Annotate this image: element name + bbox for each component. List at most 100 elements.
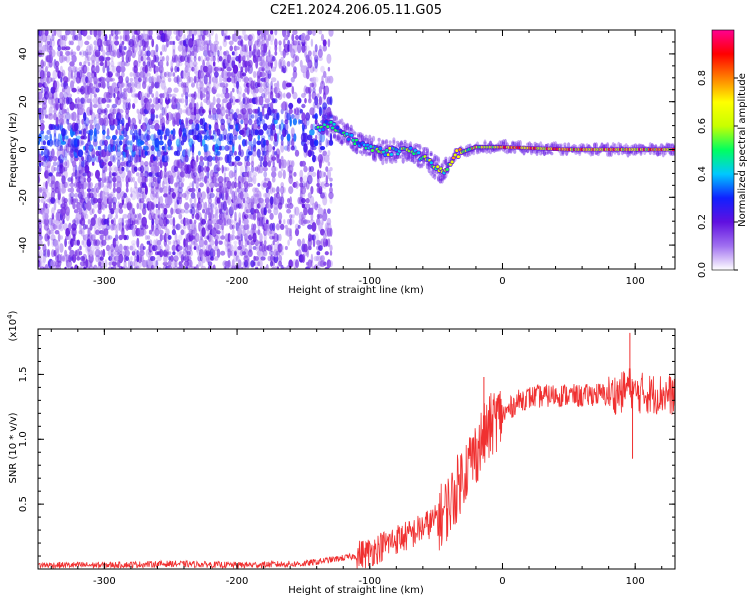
spectrogram-cell xyxy=(300,217,306,227)
spectrogram-cell xyxy=(109,155,116,163)
spectrogram-cell xyxy=(43,206,50,216)
spectrogram-cell xyxy=(130,86,133,94)
spectrogram-cell xyxy=(280,139,284,146)
spectrogram-cell xyxy=(74,66,78,72)
spectrogram-cell xyxy=(129,72,134,77)
spectrogram-cell xyxy=(368,152,372,156)
spectrogram-cell xyxy=(84,151,90,156)
spectrogram-cell xyxy=(79,130,82,135)
spectrogram-cell xyxy=(295,259,299,269)
spectrogram-cell xyxy=(174,232,178,243)
spectrogram-cell xyxy=(197,87,202,94)
spectrogram-cell xyxy=(299,169,304,180)
spectrogram-cell xyxy=(63,197,68,204)
spectrogram-cell xyxy=(116,191,121,200)
spectrogram-cell xyxy=(275,92,281,99)
spectrogram-cell xyxy=(61,102,66,110)
spectrogram-cell xyxy=(548,149,552,155)
spectrogram-cell xyxy=(355,146,359,150)
spectrogram-cell xyxy=(53,127,57,138)
spectrogram-cell xyxy=(84,66,90,73)
spectrogram-cell xyxy=(154,137,160,148)
spectrogram-cell xyxy=(243,49,249,58)
ridge-point xyxy=(350,133,354,137)
spectrogram-cell xyxy=(121,71,125,78)
spectrogram-cell xyxy=(67,51,73,56)
spectrogram-cell xyxy=(205,30,210,38)
spectrogram-cell xyxy=(109,191,115,200)
spectrogram-cell xyxy=(172,128,176,137)
spectrogram-cell xyxy=(40,150,44,156)
spectrogram-cell xyxy=(58,154,65,164)
spectrogram-cell xyxy=(221,101,224,111)
spectrogram-cell xyxy=(138,119,142,125)
spectrogram-cell xyxy=(210,213,215,220)
spectrogram-cell xyxy=(78,230,83,235)
spectrogram-cell xyxy=(205,250,211,257)
spectrogram-cell xyxy=(155,155,159,162)
spectrogram-cell xyxy=(669,143,673,148)
spectrogram-cell xyxy=(328,191,334,200)
spectrogram-cell xyxy=(207,160,213,167)
spectrogram-cell xyxy=(318,240,323,245)
spectrogram-cell xyxy=(248,108,253,115)
spectrogram-cell xyxy=(181,93,184,98)
spectrogram-cell xyxy=(120,51,126,56)
spectrogram-cell xyxy=(74,264,79,269)
spectrogram-cell xyxy=(210,207,214,215)
spectrogram-cell xyxy=(320,153,325,164)
spectrogram-cell xyxy=(105,56,111,61)
spectrogram-cell xyxy=(98,249,101,257)
spectrogram-cell xyxy=(50,39,56,47)
spectrogram-cell xyxy=(270,40,273,46)
spectrogram-cell xyxy=(238,77,242,83)
spectrogram-cell xyxy=(314,118,318,125)
spectrogram-cell xyxy=(607,151,612,158)
spectrogram-cell xyxy=(265,187,269,194)
spectrogram-cell xyxy=(89,91,93,100)
spectrogram-cell xyxy=(600,142,604,149)
spectrogram-cell xyxy=(197,124,202,130)
spectrogram-cell xyxy=(271,66,277,72)
spectrogram-cell xyxy=(234,30,237,36)
spectrogram-cell xyxy=(228,244,234,252)
spectrogram-cell xyxy=(125,256,130,261)
spectrogram-cell xyxy=(225,109,229,114)
spectrogram-cell xyxy=(298,211,304,222)
spectrogram-cell xyxy=(183,260,190,267)
spectrogram-cell xyxy=(347,141,351,146)
spectrogram-cell xyxy=(196,201,202,211)
spectrogram-cell xyxy=(270,30,274,35)
spectrogram-cell xyxy=(183,230,186,235)
spectrogram-cell xyxy=(138,149,142,158)
spectrogram-cell xyxy=(245,101,251,111)
spectrogram-cell xyxy=(86,98,92,104)
spectrogram-cell xyxy=(169,175,174,185)
spectrogram-cell xyxy=(219,82,226,88)
spectrogram-cell xyxy=(154,54,159,63)
spectrogram-cell xyxy=(185,117,189,127)
spectrogram-cell xyxy=(226,243,232,253)
spectrogram-cell xyxy=(70,69,74,80)
spectrogram-cell xyxy=(39,91,45,100)
spectrogram-cell xyxy=(99,259,105,268)
spectrogram-cell xyxy=(149,66,152,72)
spectrogram-cell xyxy=(86,176,92,183)
spectrogram-cell xyxy=(240,119,244,125)
spectrogram-cell xyxy=(187,30,191,36)
spectrogram-cell xyxy=(176,75,180,85)
spectrogram-cell xyxy=(111,196,117,205)
spectrogram-cell xyxy=(103,113,109,120)
spectrogram-cell xyxy=(101,56,107,61)
spectrogram-cell xyxy=(118,75,124,84)
spectrogram-cell xyxy=(429,150,433,155)
spectrogram-cell xyxy=(78,266,83,269)
spectrogram-cell xyxy=(403,151,407,156)
spectrogram-cell xyxy=(38,239,43,246)
spectrogram-cell xyxy=(163,134,167,141)
spectrogram-cell xyxy=(317,56,323,62)
spectrogram-cell xyxy=(177,191,183,200)
spectrogram-cell xyxy=(121,166,125,172)
spectrogram-cell xyxy=(289,218,293,226)
spectrogram-cell xyxy=(234,211,237,222)
